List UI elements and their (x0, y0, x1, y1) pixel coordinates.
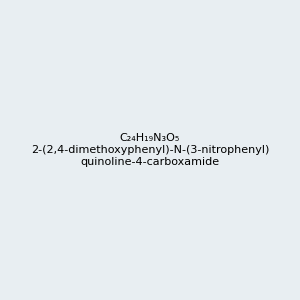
Text: C₂₄H₁₉N₃O₅
2-(2,4-dimethoxyphenyl)-N-(3-nitrophenyl)
quinoline-4-carboxamide: C₂₄H₁₉N₃O₅ 2-(2,4-dimethoxyphenyl)-N-(3-… (31, 134, 269, 166)
